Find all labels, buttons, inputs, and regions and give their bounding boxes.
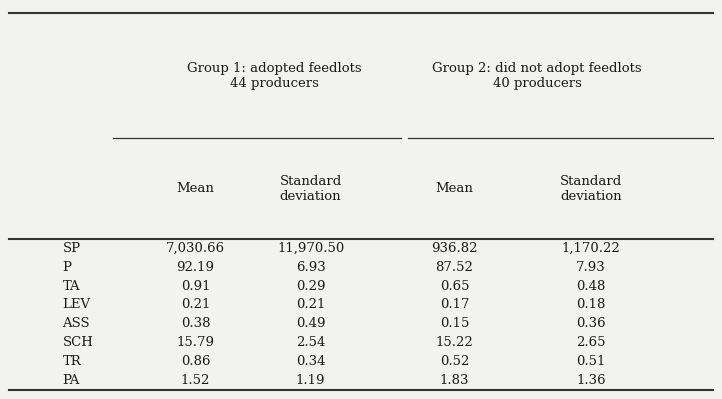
- Text: 15.79: 15.79: [177, 336, 214, 349]
- Text: 0.91: 0.91: [180, 280, 210, 293]
- Text: 0.21: 0.21: [296, 298, 326, 312]
- Text: 92.19: 92.19: [177, 261, 214, 274]
- Text: 0.34: 0.34: [296, 355, 326, 368]
- Text: PA: PA: [63, 374, 80, 387]
- Text: 1.36: 1.36: [576, 374, 606, 387]
- Text: ASS: ASS: [63, 317, 90, 330]
- Text: Mean: Mean: [177, 182, 214, 195]
- Text: Standard
deviation: Standard deviation: [279, 175, 342, 203]
- Text: Group 1: adopted feedlots
44 producers: Group 1: adopted feedlots 44 producers: [188, 62, 362, 90]
- Text: 0.49: 0.49: [296, 317, 326, 330]
- Text: 1.19: 1.19: [296, 374, 326, 387]
- Text: 0.52: 0.52: [440, 355, 469, 368]
- Text: 11,970.50: 11,970.50: [277, 242, 344, 255]
- Text: 2.54: 2.54: [296, 336, 326, 349]
- Text: 7,030.66: 7,030.66: [166, 242, 225, 255]
- Text: 0.38: 0.38: [180, 317, 210, 330]
- Text: 6.93: 6.93: [296, 261, 326, 274]
- Text: TR: TR: [63, 355, 82, 368]
- Text: 15.22: 15.22: [435, 336, 474, 349]
- Text: 0.21: 0.21: [181, 298, 210, 312]
- Text: 0.15: 0.15: [440, 317, 469, 330]
- Text: 0.18: 0.18: [576, 298, 606, 312]
- Text: 0.48: 0.48: [576, 280, 606, 293]
- Text: 87.52: 87.52: [435, 261, 474, 274]
- Text: SP: SP: [63, 242, 81, 255]
- Text: Group 2: did not adopt feedlots
40 producers: Group 2: did not adopt feedlots 40 produ…: [432, 62, 642, 90]
- Text: 1,170.22: 1,170.22: [562, 242, 620, 255]
- Text: Standard
deviation: Standard deviation: [560, 175, 622, 203]
- Text: 7.93: 7.93: [576, 261, 606, 274]
- Text: TA: TA: [63, 280, 80, 293]
- Text: 0.65: 0.65: [440, 280, 469, 293]
- Text: 1.52: 1.52: [181, 374, 210, 387]
- Text: 1.83: 1.83: [440, 374, 469, 387]
- Text: 0.36: 0.36: [576, 317, 606, 330]
- Text: LEV: LEV: [63, 298, 91, 312]
- Text: Mean: Mean: [435, 182, 474, 195]
- Text: 0.29: 0.29: [296, 280, 326, 293]
- Text: P: P: [63, 261, 71, 274]
- Text: 0.17: 0.17: [440, 298, 469, 312]
- Text: 936.82: 936.82: [431, 242, 478, 255]
- Text: 0.86: 0.86: [180, 355, 210, 368]
- Text: SCH: SCH: [63, 336, 93, 349]
- Text: 0.51: 0.51: [576, 355, 606, 368]
- Text: 2.65: 2.65: [576, 336, 606, 349]
